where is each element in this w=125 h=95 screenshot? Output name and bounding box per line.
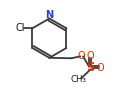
Text: S: S	[86, 61, 95, 74]
Text: CH₃: CH₃	[70, 75, 86, 84]
Text: Cl: Cl	[16, 23, 25, 33]
Text: O: O	[87, 51, 94, 61]
Text: N: N	[45, 10, 54, 20]
Text: O: O	[78, 51, 86, 61]
Text: O: O	[97, 63, 104, 73]
